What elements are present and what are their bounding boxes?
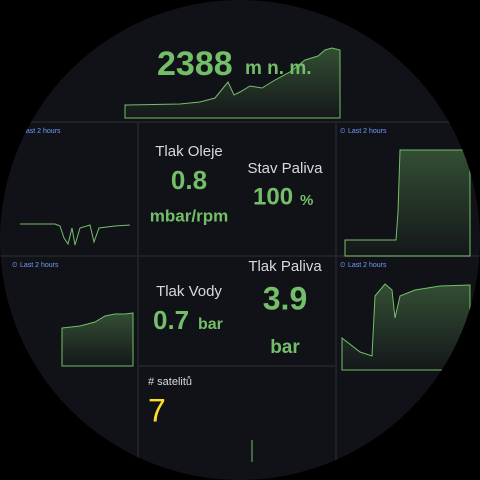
altitude-value: 2388: [157, 45, 233, 83]
time-range: Last 2 hours: [348, 128, 387, 135]
fuel-pressure-label: Tlak Paliva: [248, 258, 322, 275]
water-sparkline: [61, 312, 134, 367]
time-range: ⏲: [340, 128, 346, 135]
time-range: ⏲: [340, 262, 346, 269]
oil-sparkline: [20, 223, 131, 246]
time-range: Last 2 hours: [20, 262, 59, 269]
fuel-sparkline: [344, 149, 471, 257]
oil-unit: mbar/rpm: [150, 206, 228, 225]
fuel-pressure-value: 3.9: [263, 280, 307, 316]
sat-label: # satelitů: [148, 376, 192, 388]
oil-value: 0.8: [171, 165, 207, 195]
time-range: Last 2 hours: [22, 128, 61, 135]
oil-label: Tlak Oleje: [155, 143, 223, 160]
water-label: Tlak Vody: [156, 283, 222, 300]
time-range: Last 2 hours: [348, 262, 387, 269]
time-range: ⏲: [14, 128, 20, 135]
fuel-pressure-unit: bar: [270, 337, 300, 358]
water-unit: bar: [198, 316, 223, 333]
fuel-label: Stav Paliva: [247, 160, 323, 177]
sat-value: 7: [148, 392, 166, 428]
fuel-unit: %: [300, 192, 313, 209]
altitude-sparkline: [124, 47, 341, 119]
time-range: ⏲: [12, 262, 18, 269]
fuel-pressure-sparkline: [341, 283, 471, 371]
altitude-unit: m n. m.: [245, 58, 312, 79]
fuel-value: 100: [253, 183, 293, 210]
water-value: 0.7: [153, 305, 189, 335]
